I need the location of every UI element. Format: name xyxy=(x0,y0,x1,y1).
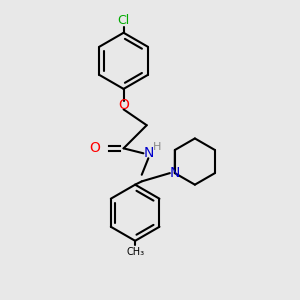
Text: Cl: Cl xyxy=(118,14,130,27)
Text: H: H xyxy=(152,142,161,152)
Text: CH₃: CH₃ xyxy=(126,248,144,257)
Text: N: N xyxy=(143,146,154,160)
Text: O: O xyxy=(118,98,129,112)
Text: N: N xyxy=(169,166,180,180)
Text: O: O xyxy=(90,141,101,155)
